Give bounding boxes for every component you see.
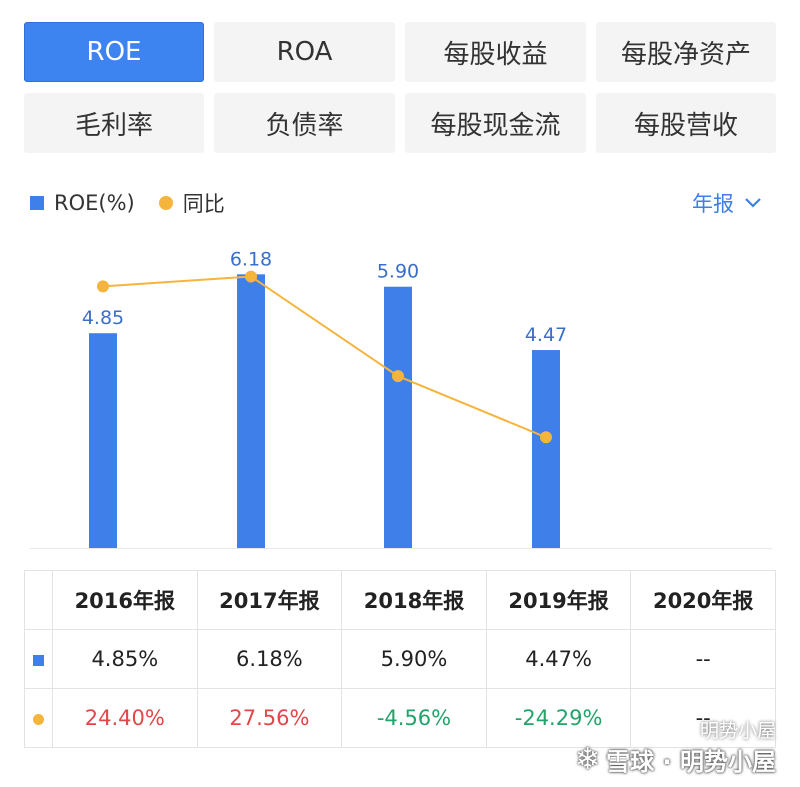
table-cell: 27.56% bbox=[196, 688, 343, 748]
yoy-point bbox=[245, 270, 257, 283]
data-table: 2016年报 2017年报 2018年报 2019年报 2020年报 4.85%… bbox=[24, 570, 776, 748]
table-row-yoy: 24.40% 27.56% -4.56% -24.29% -- bbox=[24, 688, 776, 748]
table-header-cell: 2020年报 bbox=[630, 570, 776, 630]
roe-bar bbox=[237, 274, 265, 548]
table-header-cell: 2018年报 bbox=[341, 570, 487, 630]
tab-revenue-ps[interactable]: 每股营收 bbox=[596, 93, 776, 153]
table-cell: -- bbox=[630, 688, 776, 748]
tab-roa[interactable]: ROA bbox=[214, 22, 395, 82]
tab-roe[interactable]: ROE bbox=[24, 22, 204, 82]
roe-bar bbox=[532, 350, 560, 548]
table-header-cell: 2019年报 bbox=[485, 570, 632, 630]
watermark-top: 明势小屋 bbox=[699, 720, 776, 742]
yoy-point bbox=[540, 431, 552, 444]
period-selector[interactable]: 年报 bbox=[692, 186, 762, 220]
table-row-roe: 4.85% 6.18% 5.90% 4.47% -- bbox=[24, 629, 776, 689]
table-cell: 4.47% bbox=[485, 629, 632, 689]
table-cell: 5.90% bbox=[341, 629, 487, 689]
table-header-row: 2016年报 2017年报 2018年报 2019年报 2020年报 bbox=[24, 570, 776, 630]
yoy-point bbox=[392, 370, 404, 383]
period-selector-label: 年报 bbox=[692, 192, 734, 216]
yoy-marker-icon bbox=[33, 714, 44, 725]
table-cell: 4.85% bbox=[52, 629, 198, 689]
table-cell: -24.29% bbox=[485, 688, 632, 748]
watermark-text: 雪球 · 明势小屋 bbox=[606, 748, 776, 776]
chevron-down-icon bbox=[745, 198, 761, 208]
legend-bar-swatch bbox=[30, 196, 44, 210]
legend-line-swatch bbox=[158, 196, 173, 210]
yoy-line bbox=[102, 275, 547, 439]
tab-cfps[interactable]: 每股现金流 bbox=[405, 93, 586, 153]
tab-debt-ratio[interactable]: 负债率 bbox=[214, 93, 395, 153]
snowball-logo-icon: ❄ bbox=[575, 742, 601, 777]
tab-bvps[interactable]: 每股净资产 bbox=[596, 22, 776, 82]
roe-data-label: 4.47 bbox=[525, 324, 567, 346]
roe-bar bbox=[89, 333, 117, 548]
roe-marker-icon bbox=[33, 655, 44, 666]
watermark: ❄ 雪球 · 明势小屋 bbox=[575, 742, 776, 777]
table-header-cell: 2016年报 bbox=[52, 570, 198, 630]
tab-gross-margin[interactable]: 毛利率 bbox=[24, 93, 204, 153]
table-corner-cell bbox=[24, 570, 53, 630]
roe-data-label: 5.90 bbox=[377, 261, 419, 283]
roe-bar bbox=[384, 286, 412, 548]
roe-data-label: 4.85 bbox=[82, 307, 124, 329]
legend-line-label: 同比 bbox=[182, 192, 225, 216]
row-marker-cell bbox=[24, 629, 53, 689]
indicator-tab-grid: ROE ROA 每股收益 每股净资产 毛利率 负债率 每股现金流 每股营收 bbox=[0, 0, 800, 160]
yoy-point bbox=[97, 280, 109, 293]
legend-bar-label: ROE(%) bbox=[54, 191, 135, 215]
roe-chart: 4.85 6.18 5.90 4.47 bbox=[30, 248, 772, 549]
table-cell: -- bbox=[630, 629, 776, 689]
table-cell: 6.18% bbox=[196, 629, 343, 689]
roe-data-label: 6.18 bbox=[230, 248, 272, 270]
table-header-cell: 2017年报 bbox=[196, 570, 343, 630]
row-marker-cell bbox=[24, 688, 53, 748]
tab-eps[interactable]: 每股收益 bbox=[405, 22, 586, 82]
chart-legend: ROE(%) 同比 bbox=[30, 186, 225, 220]
table-cell: -4.56% bbox=[341, 688, 487, 748]
table-cell: 24.40% bbox=[52, 688, 198, 748]
